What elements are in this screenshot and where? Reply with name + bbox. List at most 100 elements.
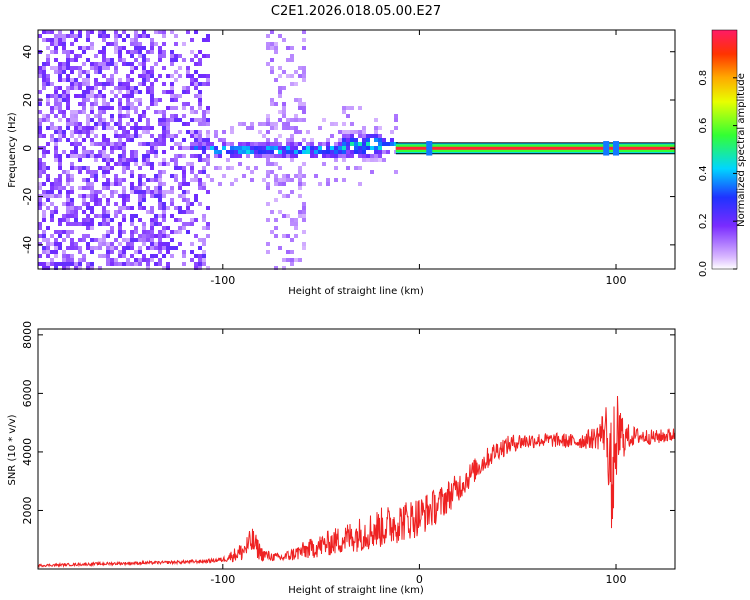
heatmap-cell: [114, 262, 118, 266]
heatmap-cell: [142, 238, 146, 242]
heatmap-cell: [126, 34, 130, 38]
heatmap-cell: [134, 110, 138, 114]
heatmap-cell: [58, 34, 62, 38]
heatmap-cell: [134, 106, 138, 110]
heatmap-cell: [82, 198, 86, 202]
heatmap-cell: [294, 174, 298, 178]
heatmap-cell: [278, 94, 282, 98]
heatmap-cell: [106, 218, 110, 222]
heatmap-cell: [86, 46, 90, 50]
heatmap-cell: [126, 102, 130, 106]
heatmap-cell: [146, 258, 150, 262]
heatmap-cell: [66, 246, 70, 250]
heatmap-cell: [218, 150, 222, 154]
heatmap-cell: [138, 238, 142, 242]
heatmap-cell: [42, 194, 46, 198]
heatmap-cell: [270, 150, 274, 154]
heatmap-cell: [158, 186, 162, 190]
heatmap-cell: [182, 154, 186, 158]
heatmap-cell: [162, 50, 166, 54]
heatmap-cell: [46, 114, 50, 118]
heatmap-cell: [118, 210, 122, 214]
heatmap-cell: [130, 234, 134, 238]
heatmap-cell: [250, 122, 254, 126]
heatmap-cell: [134, 134, 138, 138]
heatmap-cell: [226, 158, 230, 162]
heatmap-cell: [62, 34, 66, 38]
heatmap-cell: [82, 82, 86, 86]
heatmap-cell: [270, 58, 274, 62]
heatmap-cell: [266, 142, 270, 146]
heatmap-cell: [86, 70, 90, 74]
heatmap-cell: [150, 94, 154, 98]
heatmap-cell: [70, 110, 74, 114]
heatmap-cell: [70, 166, 74, 170]
heatmap-cell: [174, 158, 178, 162]
heatmap-cell: [122, 238, 126, 242]
heatmap-cell: [354, 138, 358, 142]
heatmap-cell: [110, 142, 114, 146]
heatmap-cell: [86, 206, 90, 210]
spectrogram-x-ticks: -100 100: [210, 30, 627, 287]
heatmap-cell: [230, 142, 234, 146]
heatmap-cell: [66, 210, 70, 214]
heatmap-cell: [294, 226, 298, 230]
heatmap-cell: [294, 142, 298, 146]
heatmap-cell: [290, 258, 294, 262]
heatmap-cell: [138, 90, 142, 94]
heatmap-cell: [338, 130, 342, 134]
heatmap-cell: [90, 198, 94, 202]
heatmap-cell: [234, 150, 238, 154]
heatmap-cell: [138, 262, 142, 266]
heatmap-cell: [190, 146, 194, 150]
heatmap-cell: [218, 182, 222, 186]
heatmap-cell: [250, 126, 254, 130]
heatmap-cell: [118, 58, 122, 62]
heatmap-cell: [330, 134, 334, 138]
heatmap-cell: [302, 206, 306, 210]
heatmap-cell: [346, 142, 350, 146]
heatmap-cell: [50, 210, 54, 214]
heatmap-cell: [362, 146, 366, 150]
heatmap-cell: [118, 182, 122, 186]
heatmap-cell: [122, 246, 126, 250]
heatmap-cell: [134, 150, 138, 154]
heatmap-cell: [66, 218, 70, 222]
heatmap-cell: [86, 34, 90, 38]
heatmap-cell: [66, 202, 70, 206]
heatmap-cell: [126, 246, 130, 250]
heatmap-cell: [70, 198, 74, 202]
heatmap-cell: [154, 62, 158, 66]
heatmap-cell: [58, 94, 62, 98]
heatmap-cell: [138, 166, 142, 170]
heatmap-cell: [270, 122, 274, 126]
heatmap-cell: [110, 262, 114, 266]
heatmap-cell: [270, 70, 274, 74]
heatmap-cell: [334, 122, 338, 126]
heatmap-cell: [146, 50, 150, 54]
heatmap-cell: [94, 134, 98, 138]
heatmap-cell: [90, 170, 94, 174]
heatmap-cell: [90, 190, 94, 194]
heatmap-cell: [194, 130, 198, 134]
heatmap-cell: [86, 186, 90, 190]
heatmap-cell: [102, 118, 106, 122]
heatmap-cell: [62, 110, 66, 114]
heatmap-cell: [82, 90, 86, 94]
heatmap-cell: [290, 150, 294, 154]
heatmap-cell: [142, 194, 146, 198]
heatmap-cell: [150, 74, 154, 78]
heatmap-cell: [122, 162, 126, 166]
heatmap-cell: [206, 146, 210, 150]
heatmap-cell: [150, 38, 154, 42]
heatmap-cell: [62, 46, 66, 50]
heatmap-cell: [54, 254, 58, 258]
heatmap-cell: [282, 86, 286, 90]
heatmap-cell: [202, 158, 206, 162]
heatmap-cell: [182, 254, 186, 258]
heatmap-cell: [326, 142, 330, 146]
heatmap-cell: [362, 138, 366, 142]
heatmap-cell: [86, 58, 90, 62]
heatmap-cell: [298, 210, 302, 214]
heatmap-cell: [290, 158, 294, 162]
